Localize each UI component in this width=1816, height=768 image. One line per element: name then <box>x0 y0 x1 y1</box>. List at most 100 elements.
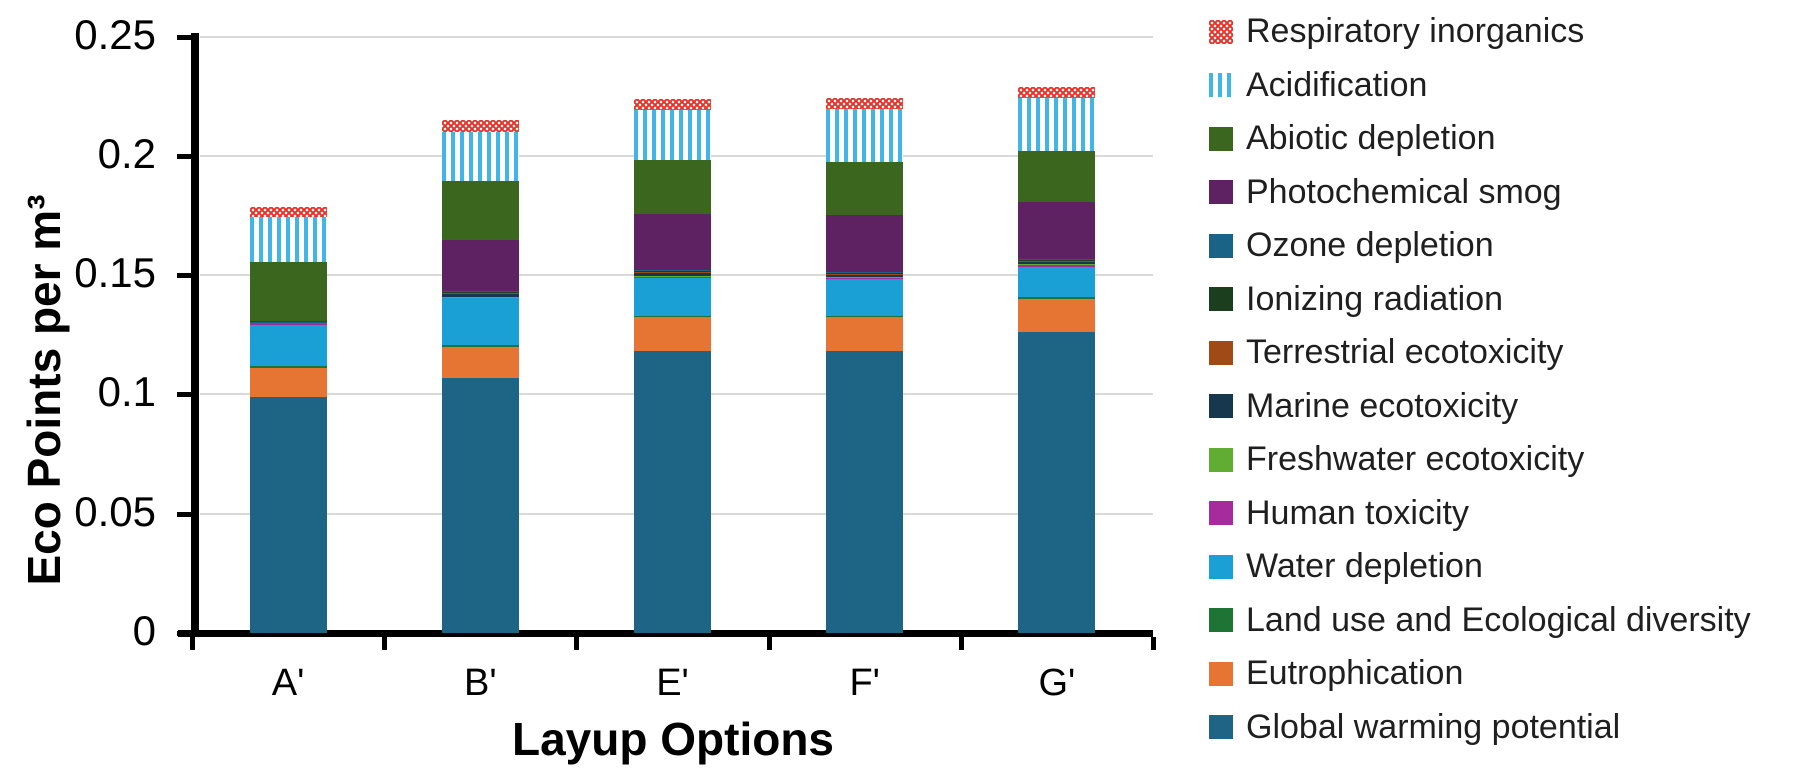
bar-segment-land-use-and-ecological-diversity <box>634 315 711 318</box>
legend-swatch-ozone-depletion <box>1209 233 1233 258</box>
x-axis-tick <box>766 637 772 650</box>
bar-segment-freshwater-ecotoxicity <box>826 277 904 278</box>
bar-segment-human-toxicity <box>1018 265 1096 267</box>
bar-segment-freshwater-ecotoxicity <box>441 296 519 298</box>
legend-swatch-acidification <box>1209 73 1233 98</box>
y-tick-label: 0.05 <box>74 487 156 535</box>
legend-label: Terrestrial ecotoxicity <box>1246 333 1564 372</box>
bar-segment-terrestrial-ecotoxicity <box>1018 261 1096 262</box>
legend-swatch-water-depletion <box>1209 554 1233 579</box>
legend-item-ozone-depletion: Ozone depletion <box>1209 219 1751 273</box>
bar-segment-human-toxicity <box>441 297 519 298</box>
y-tick <box>177 631 191 636</box>
x-axis-tick <box>958 637 964 650</box>
x-axis-line <box>178 630 1153 637</box>
y-tick <box>177 273 191 279</box>
x-axis-title: Layup Options <box>512 713 834 765</box>
y-tick-label: 0.2 <box>97 129 156 177</box>
legend-swatch-marine-ecotoxicity <box>1209 394 1233 419</box>
bar-segment-global-warming-potential <box>249 396 327 633</box>
legend-label: Freshwater ecotoxicity <box>1246 440 1585 479</box>
legend-item-acidification: Acidification <box>1209 59 1751 113</box>
legend-item-global-warming-potential: Global warming potential <box>1209 701 1751 755</box>
bar-segment-photochemical-smog <box>826 214 904 272</box>
bar-segment-marine-ecotoxicity <box>826 274 904 277</box>
bar-segment-acidification <box>441 131 519 182</box>
x-axis-tick <box>1151 637 1156 650</box>
bar-segment-acidification <box>634 109 711 161</box>
bar-segment-water-depletion <box>441 298 519 346</box>
bar-segment-acidification <box>249 217 327 262</box>
legend-swatch-eutrophication <box>1209 661 1233 686</box>
bar-segment-global-warming-potential <box>634 351 711 633</box>
y-tick-label: 0.25 <box>74 10 156 58</box>
x-axis-tick <box>382 637 388 650</box>
bar-segment-land-use-and-ecological-diversity <box>1018 297 1096 300</box>
bar-segment-water-depletion <box>826 279 904 316</box>
legend-item-ionizing-radiation: Ionizing radiation <box>1209 273 1751 327</box>
legend-label: Acidification <box>1246 65 1428 104</box>
legend-label: Ionizing radiation <box>1246 279 1504 318</box>
legend-label: Photochemical smog <box>1246 172 1562 211</box>
y-tick <box>177 392 191 398</box>
bar-segment-photochemical-smog <box>249 320 327 323</box>
legend-label: Global warming potential <box>1246 707 1621 746</box>
bar-segment-abiotic-depletion <box>441 181 519 240</box>
legend-label: Land use and Ecological diversity <box>1246 600 1751 639</box>
y-tick-label: 0 <box>132 607 156 654</box>
bar-segment-freshwater-ecotoxicity <box>634 275 711 277</box>
bar-segment-eutrophication <box>634 317 711 352</box>
legend-swatch-ionizing-radiation <box>1209 287 1233 312</box>
legend-item-abiotic-depletion: Abiotic depletion <box>1209 112 1751 166</box>
bar-segment-land-use-and-ecological-diversity <box>249 365 327 368</box>
legend-item-water-depletion: Water depletion <box>1209 540 1751 594</box>
legend-label: Abiotic depletion <box>1246 119 1496 158</box>
bar-segment-respiratory-inorganics <box>1018 87 1096 99</box>
legend-label: Ozone depletion <box>1246 226 1494 265</box>
bar-segment-ozone-depletion <box>441 291 519 293</box>
legend-label: Water depletion <box>1246 547 1483 586</box>
y-tick <box>177 153 191 159</box>
bar-segment-ionizing-radiation <box>826 272 904 274</box>
bar-segment-ionizing-radiation <box>1018 259 1096 261</box>
legend-label: Human toxicity <box>1246 493 1469 532</box>
x-axis-tick <box>190 637 195 650</box>
bar-segment-land-use-and-ecological-diversity <box>826 315 904 318</box>
y-tick-label: 0.1 <box>97 368 156 416</box>
legend-label: Eutrophication <box>1246 654 1464 693</box>
bar-segment-human-toxicity <box>634 276 711 278</box>
bar-segment-eutrophication <box>249 367 327 397</box>
bar-segment-marine-ecotoxicity <box>1018 261 1096 265</box>
legend-swatch-terrestrial-ecotoxicity <box>1209 340 1233 365</box>
bar-segment-abiotic-depletion <box>1018 150 1096 202</box>
legend-item-human-toxicity: Human toxicity <box>1209 487 1751 541</box>
bar-segment-abiotic-depletion <box>634 160 711 215</box>
legend: Respiratory inorganics Acidification Abiot… <box>1209 5 1751 754</box>
bar-segment-global-warming-potential <box>441 377 519 633</box>
y-tick-label: 0.15 <box>74 249 156 297</box>
bar-segment-global-warming-potential <box>826 351 904 633</box>
bar-segment-respiratory-inorganics <box>826 98 904 110</box>
bar-segment-freshwater-ecotoxicity <box>1018 264 1096 266</box>
legend-item-respiratory-inorganics: Respiratory inorganics <box>1209 5 1751 59</box>
bar-segment-photochemical-smog <box>634 214 711 271</box>
bar-segment-photochemical-smog <box>1018 201 1096 260</box>
bar-segment-acidification <box>826 109 904 162</box>
bar-segment-water-depletion <box>249 324 327 366</box>
legend-swatch-freshwater-ecotoxicity <box>1209 447 1233 472</box>
legend-swatch-human-toxicity <box>1209 501 1233 526</box>
bar-segment-ionizing-radiation <box>634 271 711 273</box>
legend-swatch-global-warming-potential <box>1209 715 1233 740</box>
bar-segment-abiotic-depletion <box>249 261 327 321</box>
bar-segment-terrestrial-ecotoxicity <box>634 272 711 274</box>
x-category-label: E' <box>656 662 689 704</box>
legend-swatch-land-use-and-ecological-diversity <box>1209 608 1233 633</box>
bar-segment-terrestrial-ecotoxicity <box>441 293 519 295</box>
legend-item-eutrophication: Eutrophication <box>1209 647 1751 701</box>
x-axis-tick <box>574 637 580 650</box>
bar-segment-photochemical-smog <box>441 240 519 292</box>
bar-segment-land-use-and-ecological-diversity <box>441 345 519 347</box>
legend-swatch-respiratory-inorganics <box>1209 19 1233 44</box>
bar-segment-abiotic-depletion <box>826 161 904 215</box>
